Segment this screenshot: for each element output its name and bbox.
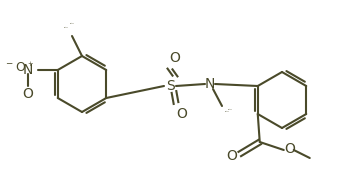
Text: N: N	[23, 63, 33, 77]
Text: methyl: methyl	[225, 111, 230, 112]
Text: $^-$O: $^-$O	[4, 61, 26, 73]
Text: O: O	[170, 51, 180, 65]
Text: O: O	[22, 87, 33, 101]
Text: O: O	[226, 149, 237, 163]
Text: O: O	[284, 142, 295, 156]
Text: methyl: methyl	[228, 109, 233, 110]
Text: O: O	[177, 107, 187, 121]
Text: $^+$: $^+$	[26, 61, 34, 71]
Text: S: S	[166, 79, 174, 93]
Text: N: N	[205, 77, 215, 91]
Text: methyl: methyl	[64, 27, 69, 28]
Text: methyl: methyl	[70, 23, 75, 24]
